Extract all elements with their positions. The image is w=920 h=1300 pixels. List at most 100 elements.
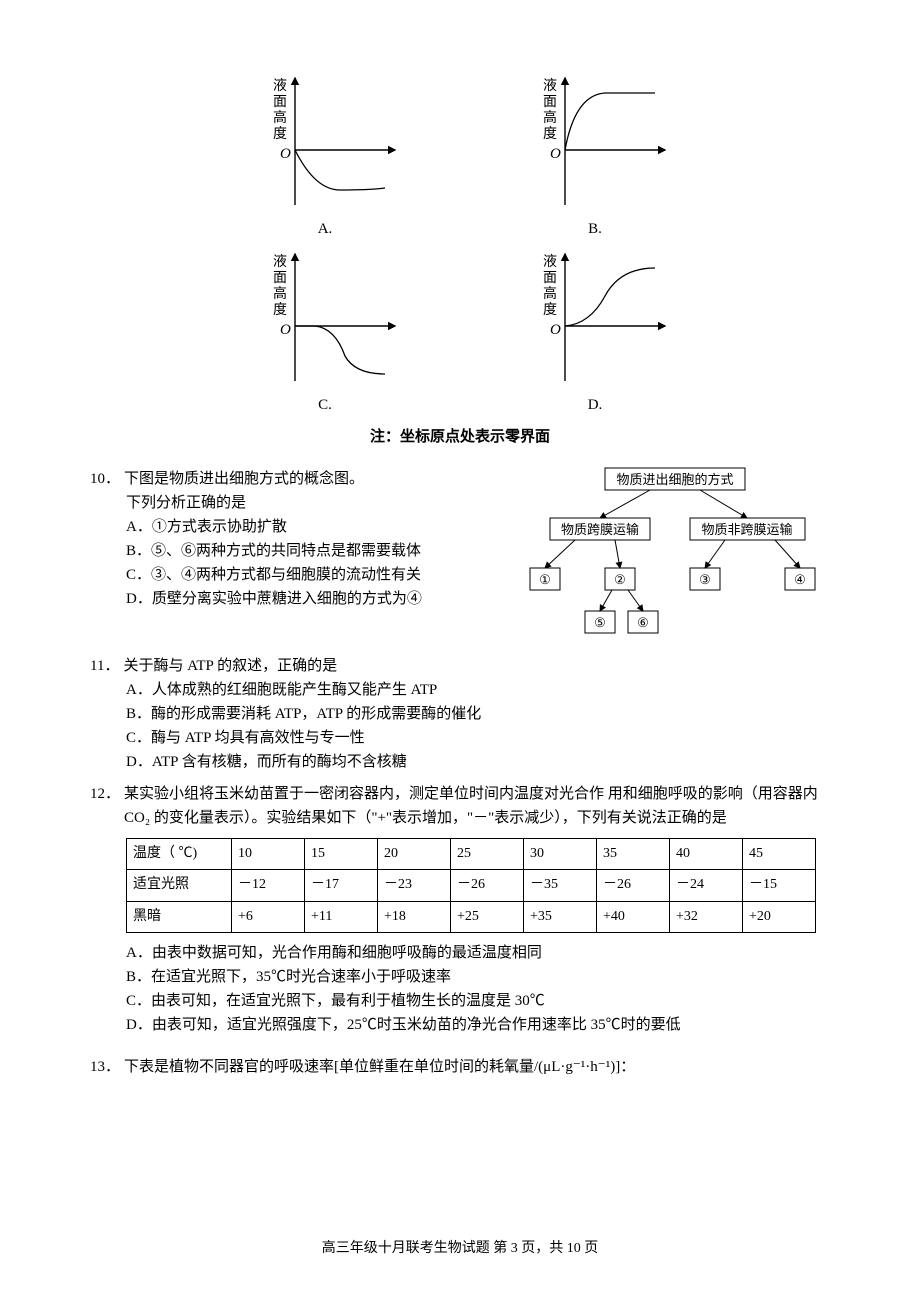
chart-label-D: D. [588,393,603,417]
graph-D-svg: 液 面 高 度 O [520,246,670,391]
th: 25 [451,839,524,870]
q12-opt-D: D．由表可知，适宜光照强度下，25℃时玉米幼苗的净光合作用速率比 35℃时的要低 [126,1013,830,1037]
q11-opt-B: B．酶的形成需要消耗 ATP，ATP 的形成需要酶的催化 [126,702,830,726]
q12-num: 12． [90,782,120,830]
ylabel-char: 高 [543,109,557,126]
concept-map: 物质进出细胞的方式 物质跨膜运输 物质非跨膜运输 ① ② ③ ④ ⑤ ⑥ [520,463,830,646]
td: 适宜光照 [127,870,232,901]
q12-opt-A: A．由表中数据可知，光合作用酶和细胞呼吸酶的最适温度相同 [126,941,830,965]
q12-table: 温度（ ℃) 10 15 20 25 30 35 40 45 适宜光照 －12 … [126,838,816,933]
ylabel-char: 面 [273,271,287,286]
page-footer: 高三年级十月联考生物试题 第 3 页，共 10 页 [0,1238,920,1260]
graph-B-svg: 液 面 高 度 O [520,70,670,215]
origin-label: O [550,146,561,162]
th: 20 [378,839,451,870]
td: +11 [305,901,378,932]
origin-label: O [280,146,291,162]
q11-stem: 关于酶与 ATP 的叙述，正确的是 [123,658,337,674]
chart-row-2: 液 面 高 度 O C. 液 面 高 度 O [90,246,830,417]
q10-opt-D: D．质壁分离实验中蔗糖进入细胞的方式为④ [126,587,510,611]
table-row: 黑暗 +6 +11 +18 +25 +35 +40 +32 +20 [127,901,816,932]
td: －24 [670,870,743,901]
td: 黑暗 [127,901,232,932]
td: －12 [232,870,305,901]
th: 30 [524,839,597,870]
q10-stem2-wrap: 下列分析正确的是 [90,491,510,515]
map-leaf-5: ⑤ [594,615,606,630]
chart-C: 液 面 高 度 O C. [250,246,400,417]
td: +40 [597,901,670,932]
question-12: 12． 某实验小组将玉米幼苗置于一密闭容器内，测定单位时间内温度对光合作 用和细… [90,782,830,1037]
q11-options: A．人体成熟的红细胞既能产生酶又能产生 ATP B．酶的形成需要消耗 ATP，A… [90,678,830,774]
chart-label-A: A. [318,217,333,241]
concept-map-svg: 物质进出细胞的方式 物质跨膜运输 物质非跨膜运输 ① ② ③ ④ ⑤ ⑥ [520,463,830,638]
graph-A-svg: 液 面 高 度 O [250,70,400,215]
ylabel-char: 液 [543,254,557,270]
chart-label-C: C. [318,393,332,417]
map-leaf-3: ③ [699,572,711,587]
q13-stem: 下表是植物不同器官的呼吸速率[单位鲜重在单位时间的耗氧量/(μL·g⁻¹·h⁻¹… [124,1059,635,1075]
map-leaf-1: ① [539,572,551,587]
q10-opt-B: B．⑤、⑥两种方式的共同特点是都需要载体 [126,539,510,563]
map-leaf-2: ② [614,572,626,587]
map-mid-left: 物质跨膜运输 [561,522,639,537]
chart-B: 液 面 高 度 O B. [520,70,670,241]
graphs-block: 液 面 高 度 O A. 液 面 高 度 O [90,70,830,449]
map-leaf-6: ⑥ [637,615,649,630]
ylabel-char: 面 [543,95,557,110]
graph-C-svg: 液 面 高 度 O [250,246,400,391]
question-10: 10．下图是物质进出细胞方式的概念图。 下列分析正确的是 A．①方式表示协助扩散… [90,467,830,646]
th: 10 [232,839,305,870]
q12-stem: 某实验小组将玉米幼苗置于一密闭容器内，测定单位时间内温度对光合作 用和细胞呼吸的… [124,782,830,830]
table-row-header: 温度（ ℃) 10 15 20 25 30 35 40 45 [127,839,816,870]
map-mid-right: 物质非跨膜运输 [701,522,792,537]
td: +25 [451,901,524,932]
q11-opt-D: D．ATP 含有核糖，而所有的酶均不含核糖 [126,750,830,774]
graph-note: 注：坐标原点处表示零界面 [90,425,830,449]
q10-stem1: 下图是物质进出细胞方式的概念图。 [124,471,364,487]
td: +6 [232,901,305,932]
td: －17 [305,870,378,901]
chart-label-B: B. [588,217,602,241]
q10-stem2: 下列分析正确的是 [126,495,246,511]
ylabel-char: 液 [543,78,557,94]
chart-row-1: 液 面 高 度 O A. 液 面 高 度 O [90,70,830,241]
q10-options: A．①方式表示协助扩散 B．⑤、⑥两种方式的共同特点是都需要载体 C．③、④两种… [90,515,510,611]
q10-opt-C: C．③、④两种方式都与细胞膜的流动性有关 [126,563,510,587]
ylabel-char: 面 [543,271,557,286]
ylabel-char: 度 [543,302,557,318]
ylabel-char: 高 [273,109,287,126]
ylabel-char: 液 [273,78,287,94]
q12-opt-C: C．由表可知，在适宜光照下，最有利于植物生长的温度是 30℃ [126,989,830,1013]
td: +18 [378,901,451,932]
origin-label: O [280,322,291,338]
chart-D: 液 面 高 度 O D. [520,246,670,417]
td: +35 [524,901,597,932]
ylabel-char: 液 [273,254,287,270]
table-row: 适宜光照 －12 －17 －23 －26 －35 －26 －24 －15 [127,870,816,901]
td: +32 [670,901,743,932]
q13-num: 13． [90,1059,120,1075]
ylabel-char: 度 [273,126,287,142]
ylabel-char: 高 [543,285,557,302]
td: －26 [597,870,670,901]
td: －23 [378,870,451,901]
q10-num: 10． [90,471,120,487]
q10-opt-A: A．①方式表示协助扩散 [126,515,510,539]
q11-num: 11． [90,658,119,674]
map-root: 物质进出细胞的方式 [616,472,733,487]
question-11: 11．关于酶与 ATP 的叙述，正确的是 A．人体成熟的红细胞既能产生酶又能产生… [90,654,830,774]
q10-text: 10．下图是物质进出细胞方式的概念图。 下列分析正确的是 A．①方式表示协助扩散… [90,467,510,611]
q11-opt-C: C．酶与 ATP 均具有高效性与专一性 [126,726,830,750]
q12-opt-B: B．在适宜光照下，35℃时光合速率小于呼吸速率 [126,965,830,989]
td: －26 [451,870,524,901]
td: +20 [743,901,816,932]
map-leaf-4: ④ [794,572,806,587]
ylabel-char: 度 [273,302,287,318]
td: －15 [743,870,816,901]
th: 15 [305,839,378,870]
th: 40 [670,839,743,870]
chart-A: 液 面 高 度 O A. [250,70,400,241]
ylabel-char: 度 [543,126,557,142]
q11-opt-A: A．人体成熟的红细胞既能产生酶又能产生 ATP [126,678,830,702]
